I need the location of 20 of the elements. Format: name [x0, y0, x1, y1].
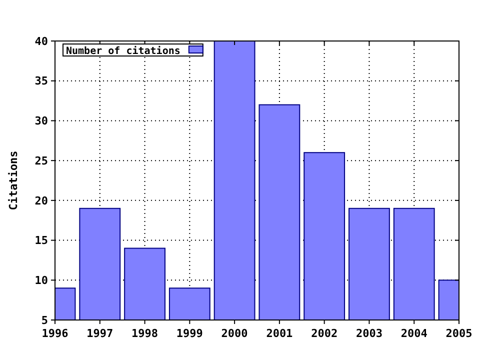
x-tick-label: 1996 [42, 327, 69, 340]
legend-label: Number of citations [66, 45, 180, 57]
y-tick-label: 15 [34, 234, 48, 248]
y-tick-label: 40 [34, 34, 48, 48]
x-tick-label: 1999 [176, 327, 203, 340]
x-tick-label: 2001 [266, 327, 294, 340]
y-tick-label: 25 [34, 154, 48, 168]
x-tick-label: 2003 [356, 327, 382, 340]
x-tick-label: 1997 [86, 327, 114, 340]
x-tick-label: 2004 [400, 327, 428, 340]
x-tick-label: 2005 [446, 327, 472, 340]
x-tick-label: 2000 [221, 327, 248, 340]
x-tick-label: 1998 [132, 327, 158, 340]
x-tick-label: 2002 [311, 327, 338, 340]
y-tick-label: 20 [34, 194, 48, 208]
y-tick-label: 5 [41, 314, 48, 327]
y-tick-label: 30 [34, 114, 48, 128]
y-tick-label: 10 [34, 274, 48, 287]
y-tick-label: 35 [34, 74, 48, 88]
y-axis-title: Citations [7, 150, 20, 210]
